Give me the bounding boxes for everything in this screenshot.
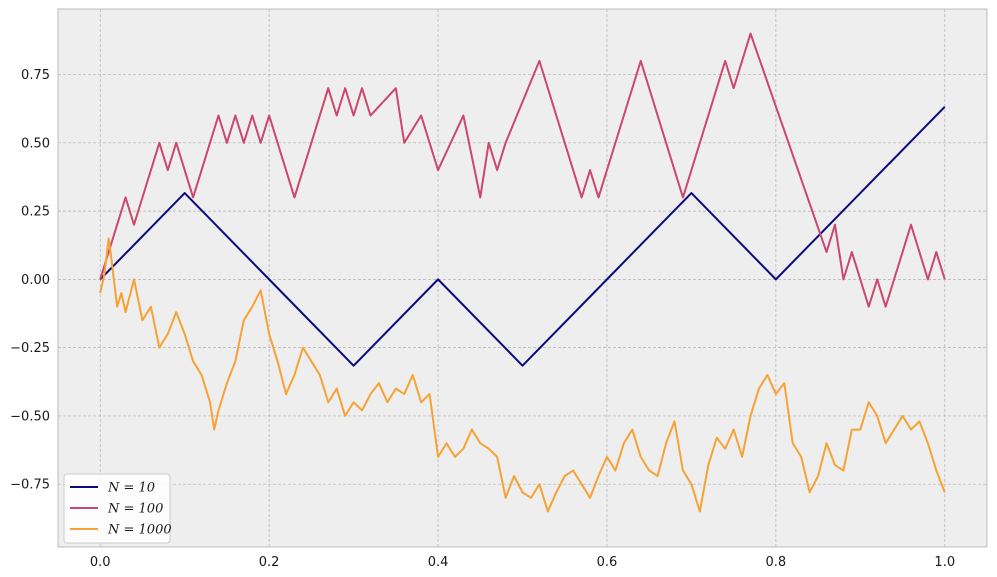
x-tick-label: 1.0	[934, 555, 955, 570]
y-tick-label: 0.00	[21, 273, 50, 288]
y-tick-label: 0.75	[21, 68, 50, 83]
series-line	[99, 237, 946, 513]
legend: N = 10 N = 100 N = 1000	[63, 473, 172, 544]
y-tick-label: 0.25	[21, 205, 50, 220]
x-tick-label: 0.4	[428, 555, 449, 570]
legend-label: N = 10	[107, 481, 155, 496]
y-tick-label: −0.25	[10, 341, 50, 356]
legend-label: N = 1000	[107, 523, 172, 538]
x-tick-label: 0.6	[597, 555, 618, 570]
y-tick-label: −0.50	[10, 409, 50, 424]
x-tick-label: 0.8	[766, 555, 787, 570]
series-line	[99, 106, 946, 367]
plot-area	[57, 8, 988, 548]
series-line	[99, 32, 946, 308]
legend-label: N = 100	[107, 502, 163, 517]
y-tick-label: 0.50	[21, 136, 50, 151]
y-axis-ticks: 0.75 0.50 0.25 0.00 −0.25 −0.50 −0.75	[10, 68, 50, 493]
x-tick-label: 0.2	[259, 555, 280, 570]
legend-box	[63, 473, 171, 544]
y-tick-label: −0.75	[10, 478, 50, 493]
series-lines	[99, 32, 946, 513]
x-axis-ticks: 0.0 0.2 0.4 0.6 0.8 1.0	[90, 555, 955, 570]
x-tick-label: 0.0	[90, 555, 111, 570]
